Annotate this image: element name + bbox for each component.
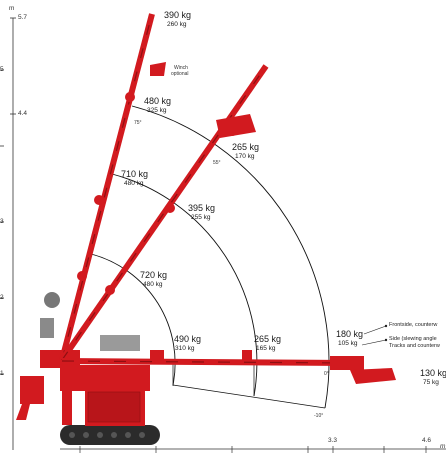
radius-arc-outer: [131, 105, 330, 409]
y-edge-tick-label: 3: [0, 218, 4, 225]
load-main: 130 kg: [420, 368, 446, 378]
load-main: 710 kg: [121, 169, 149, 179]
angle-label-55: 55°: [213, 160, 221, 166]
boom-0: [61, 350, 396, 384]
load-sub: 480 kg: [143, 281, 163, 288]
load-sub: 310 kg: [175, 345, 195, 352]
winch-note: Winch: [174, 65, 188, 71]
angle-label-75: 75°: [134, 120, 142, 126]
y-axis-unit: m: [9, 5, 15, 12]
load-main: 265 kg: [254, 334, 282, 344]
radius-arc-mid: [111, 173, 258, 397]
load-sub: 260 kg: [167, 21, 187, 28]
y-tick-label: 5.7: [18, 14, 28, 21]
angle-label-0: 0°: [324, 371, 329, 377]
machinery: [40, 292, 140, 351]
x-axis-unit: m: [440, 443, 446, 450]
load-sub: 255 kg: [191, 214, 211, 221]
load-sub: 75 kg: [423, 379, 439, 386]
load-main: 480 kg: [144, 96, 172, 106]
load-sub: 480 kg: [124, 180, 144, 187]
counterweight: [87, 391, 141, 423]
y-edge-tick-label: 5: [0, 66, 4, 73]
load-sub: 325 kg: [147, 107, 167, 114]
angle-label-minus10: -10°: [314, 413, 324, 419]
legend-side: Side (slewing angle: [389, 336, 437, 342]
load-main: 490 kg: [174, 334, 202, 344]
load-main: 395 kg: [188, 203, 216, 213]
lower-bound-line: [172, 384, 326, 409]
legend-tracks: Tracks and counterw: [389, 343, 440, 349]
winch-note-optional: optional: [171, 71, 189, 77]
load-main: 180 kg: [336, 329, 364, 339]
y-edge-tick-label: 2: [0, 294, 4, 301]
y-edge-tick-label: 1: [0, 370, 4, 377]
load-sub: 105 kg: [338, 340, 358, 347]
load-sub: 170 kg: [235, 153, 255, 160]
load-main: 390 kg: [164, 10, 192, 20]
boom-75: [59, 13, 166, 361]
y-tick-label: 4.4: [18, 110, 28, 117]
x-tick-label: 3.3: [328, 437, 338, 444]
crane-tracks: [60, 425, 160, 445]
boom-55: [59, 64, 269, 362]
load-sub: 165 kg: [256, 345, 276, 352]
x-tick-label: 4.6: [422, 437, 432, 444]
load-main: 265 kg: [232, 142, 260, 152]
load-main: 720 kg: [140, 270, 168, 280]
legend-front: Frontside, counterw: [389, 322, 438, 328]
